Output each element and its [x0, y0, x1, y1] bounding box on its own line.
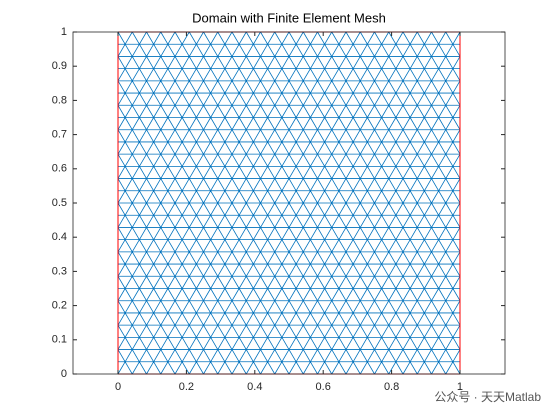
x-tick-label: 0.6: [316, 381, 331, 393]
x-tick-label: 0: [115, 381, 121, 393]
y-tick-label: 0.5: [52, 197, 67, 209]
y-tick-label: 1: [61, 26, 67, 38]
y-tick-label: 0.4: [52, 231, 67, 243]
y-tick-label: 0.7: [52, 129, 67, 141]
x-tick-label: 1: [457, 381, 463, 393]
watermark: 公众号 · 天天Matlab: [434, 390, 541, 404]
y-tick-label: 0.6: [52, 163, 67, 175]
y-tick-label: 0.9: [52, 60, 67, 72]
x-tick-label: 0.2: [179, 381, 194, 393]
y-tick-label: 0.1: [52, 334, 67, 346]
y-tick-label: 0: [61, 368, 67, 380]
x-tick-label: 0.8: [384, 381, 399, 393]
x-tick-label: 0.4: [247, 381, 262, 393]
y-tick-label: 0.2: [52, 300, 67, 312]
chart-title: Domain with Finite Element Mesh: [192, 10, 386, 25]
y-tick-label: 0.3: [52, 265, 67, 277]
y-tick-label: 0.8: [52, 94, 67, 106]
